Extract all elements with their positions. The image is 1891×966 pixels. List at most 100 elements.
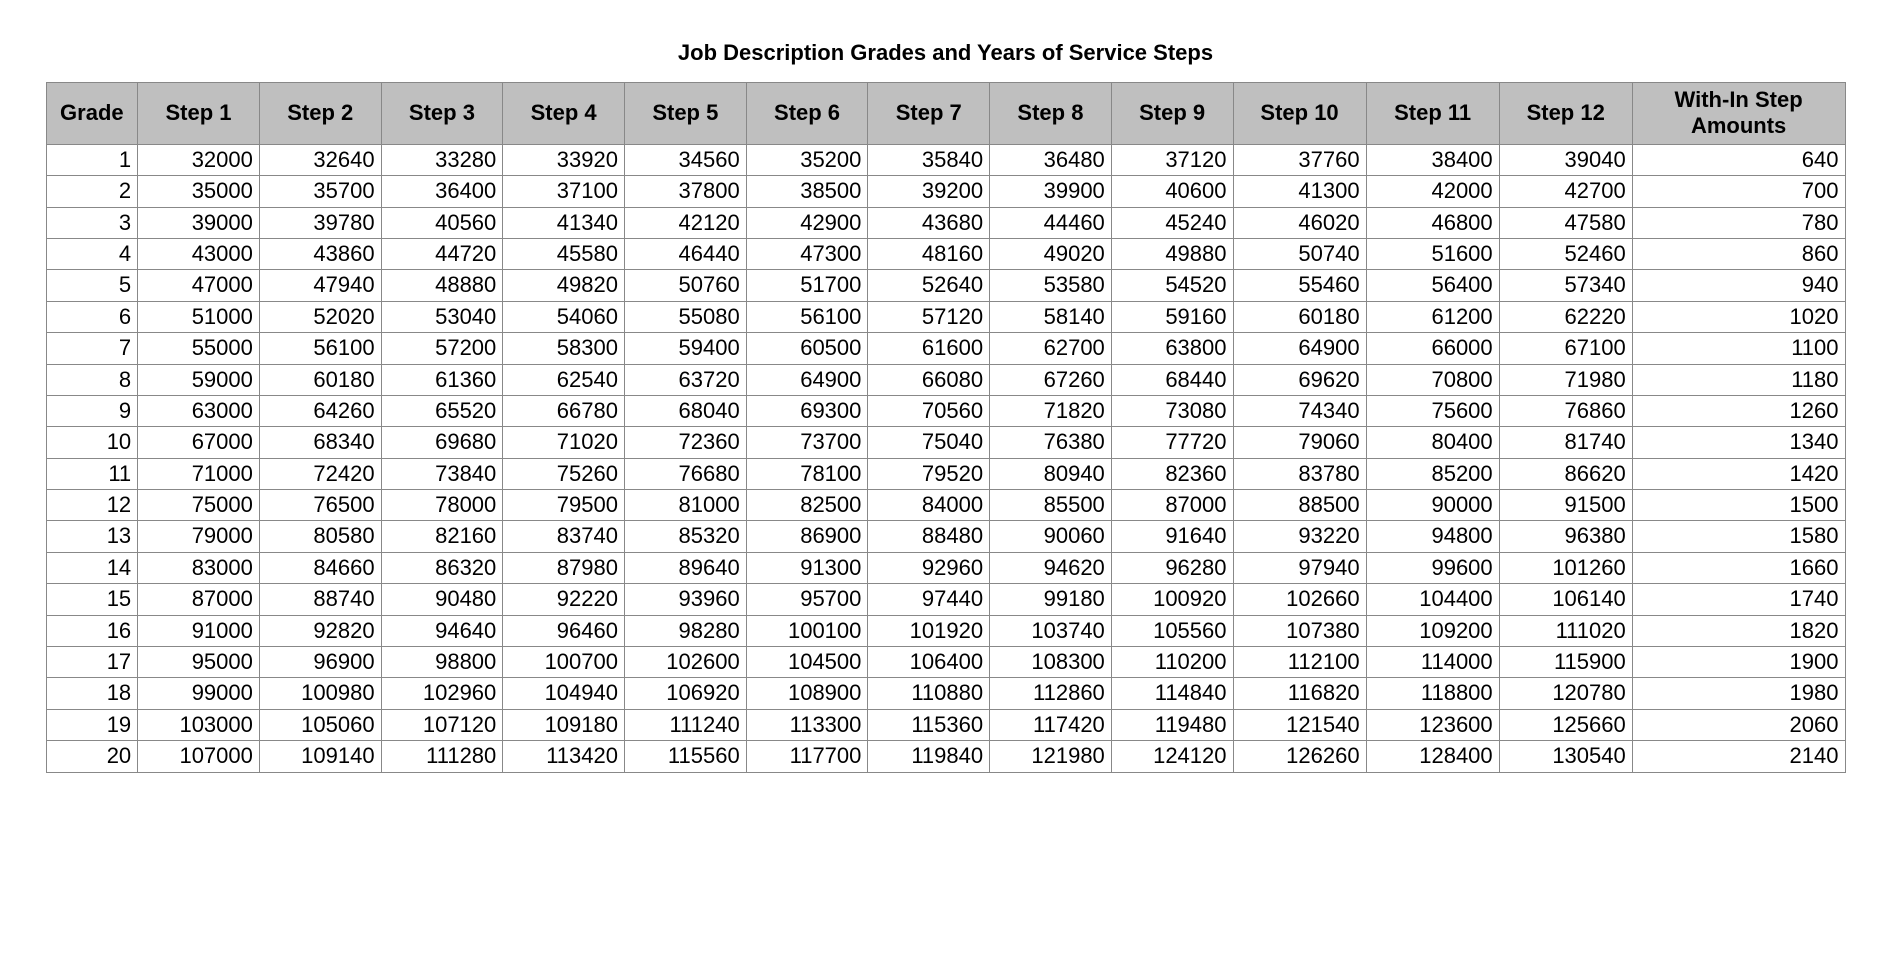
table-cell: 48880 [381,270,503,301]
table-cell: 108900 [746,678,868,709]
table-cell: 64900 [1233,333,1366,364]
table-cell: 36480 [990,144,1112,175]
table-cell: 78100 [746,458,868,489]
table-cell: 118800 [1366,678,1499,709]
table-cell: 88480 [868,521,990,552]
page-title: Job Description Grades and Years of Serv… [40,40,1851,66]
table-cell: 4 [46,238,138,269]
col-header: Step 8 [990,83,1112,145]
table-cell: 45580 [503,238,625,269]
table-cell: 41300 [1233,176,1366,207]
table-cell: 80400 [1366,427,1499,458]
table-cell: 1500 [1632,490,1845,521]
table-cell: 56100 [746,301,868,332]
table-cell: 70560 [868,395,990,426]
table-cell: 101260 [1499,552,1632,583]
table-cell: 91640 [1111,521,1233,552]
table-cell: 1980 [1632,678,1845,709]
table-cell: 112860 [990,678,1112,709]
table-cell: 88500 [1233,490,1366,521]
table-cell: 109180 [503,709,625,740]
table-cell: 47940 [259,270,381,301]
table-cell: 69300 [746,395,868,426]
table-cell: 75260 [503,458,625,489]
table-cell: 92960 [868,552,990,583]
table-cell: 57200 [381,333,503,364]
table-cell: 34560 [624,144,746,175]
table-cell: 125660 [1499,709,1632,740]
table-cell: 54060 [503,301,625,332]
table-cell: 45240 [1111,207,1233,238]
table-cell: 90060 [990,521,1112,552]
table-cell: 66000 [1366,333,1499,364]
table-cell: 53580 [990,270,1112,301]
table-cell: 66080 [868,364,990,395]
table-cell: 79500 [503,490,625,521]
table-cell: 3 [46,207,138,238]
table-cell: 14 [46,552,138,583]
table-cell: 94800 [1366,521,1499,552]
table-cell: 63000 [138,395,260,426]
table-cell: 100700 [503,647,625,678]
table-cell: 51000 [138,301,260,332]
table-row: 1320003264033280339203456035200358403648… [46,144,1845,175]
table-cell: 103740 [990,615,1112,646]
table-cell: 73080 [1111,395,1233,426]
table-cell: 87000 [1111,490,1233,521]
table-cell: 115900 [1499,647,1632,678]
table-row: 2010700010914011128011342011556011770011… [46,741,1845,772]
table-cell: 75040 [868,427,990,458]
table-cell: 109200 [1366,615,1499,646]
table-cell: 73700 [746,427,868,458]
table-cell: 39780 [259,207,381,238]
table-cell: 82500 [746,490,868,521]
table-cell: 99600 [1366,552,1499,583]
col-header: Step 6 [746,83,868,145]
table-cell: 43000 [138,238,260,269]
table-cell: 2 [46,176,138,207]
table-cell: 69620 [1233,364,1366,395]
table-cell: 94640 [381,615,503,646]
table-cell: 94620 [990,552,1112,583]
table-cell: 1340 [1632,427,1845,458]
table-cell: 11 [46,458,138,489]
table-cell: 92820 [259,615,381,646]
table-cell: 95000 [138,647,260,678]
table-cell: 123600 [1366,709,1499,740]
col-header: Step 3 [381,83,503,145]
col-header: Grade [46,83,138,145]
table-cell: 76380 [990,427,1112,458]
table-cell: 64900 [746,364,868,395]
table-cell: 67000 [138,427,260,458]
table-cell: 109140 [259,741,381,772]
table-cell: 110200 [1111,647,1233,678]
col-header: Step 5 [624,83,746,145]
table-cell: 85200 [1366,458,1499,489]
table-cell: 62700 [990,333,1112,364]
table-cell: 52020 [259,301,381,332]
table-cell: 80580 [259,521,381,552]
table-cell: 79000 [138,521,260,552]
table-cell: 89640 [624,552,746,583]
table-row: 1691000928209464096460982801001001019201… [46,615,1845,646]
table-cell: 12 [46,490,138,521]
table-cell: 44720 [381,238,503,269]
table-cell: 47300 [746,238,868,269]
table-row: 3390003978040560413404212042900436804446… [46,207,1845,238]
table-cell: 102660 [1233,584,1366,615]
table-cell: 37800 [624,176,746,207]
table-cell: 20 [46,741,138,772]
table-cell: 83740 [503,521,625,552]
table-cell: 90000 [1366,490,1499,521]
table-cell: 114840 [1111,678,1233,709]
table-cell: 61360 [381,364,503,395]
table-cell: 81000 [624,490,746,521]
table-cell: 60500 [746,333,868,364]
table-cell: 88740 [259,584,381,615]
table-row: 1483000846608632087980896409130092960946… [46,552,1845,583]
table-cell: 85320 [624,521,746,552]
table-cell: 82160 [381,521,503,552]
table-cell: 93960 [624,584,746,615]
table-cell: 126260 [1233,741,1366,772]
table-cell: 100100 [746,615,868,646]
